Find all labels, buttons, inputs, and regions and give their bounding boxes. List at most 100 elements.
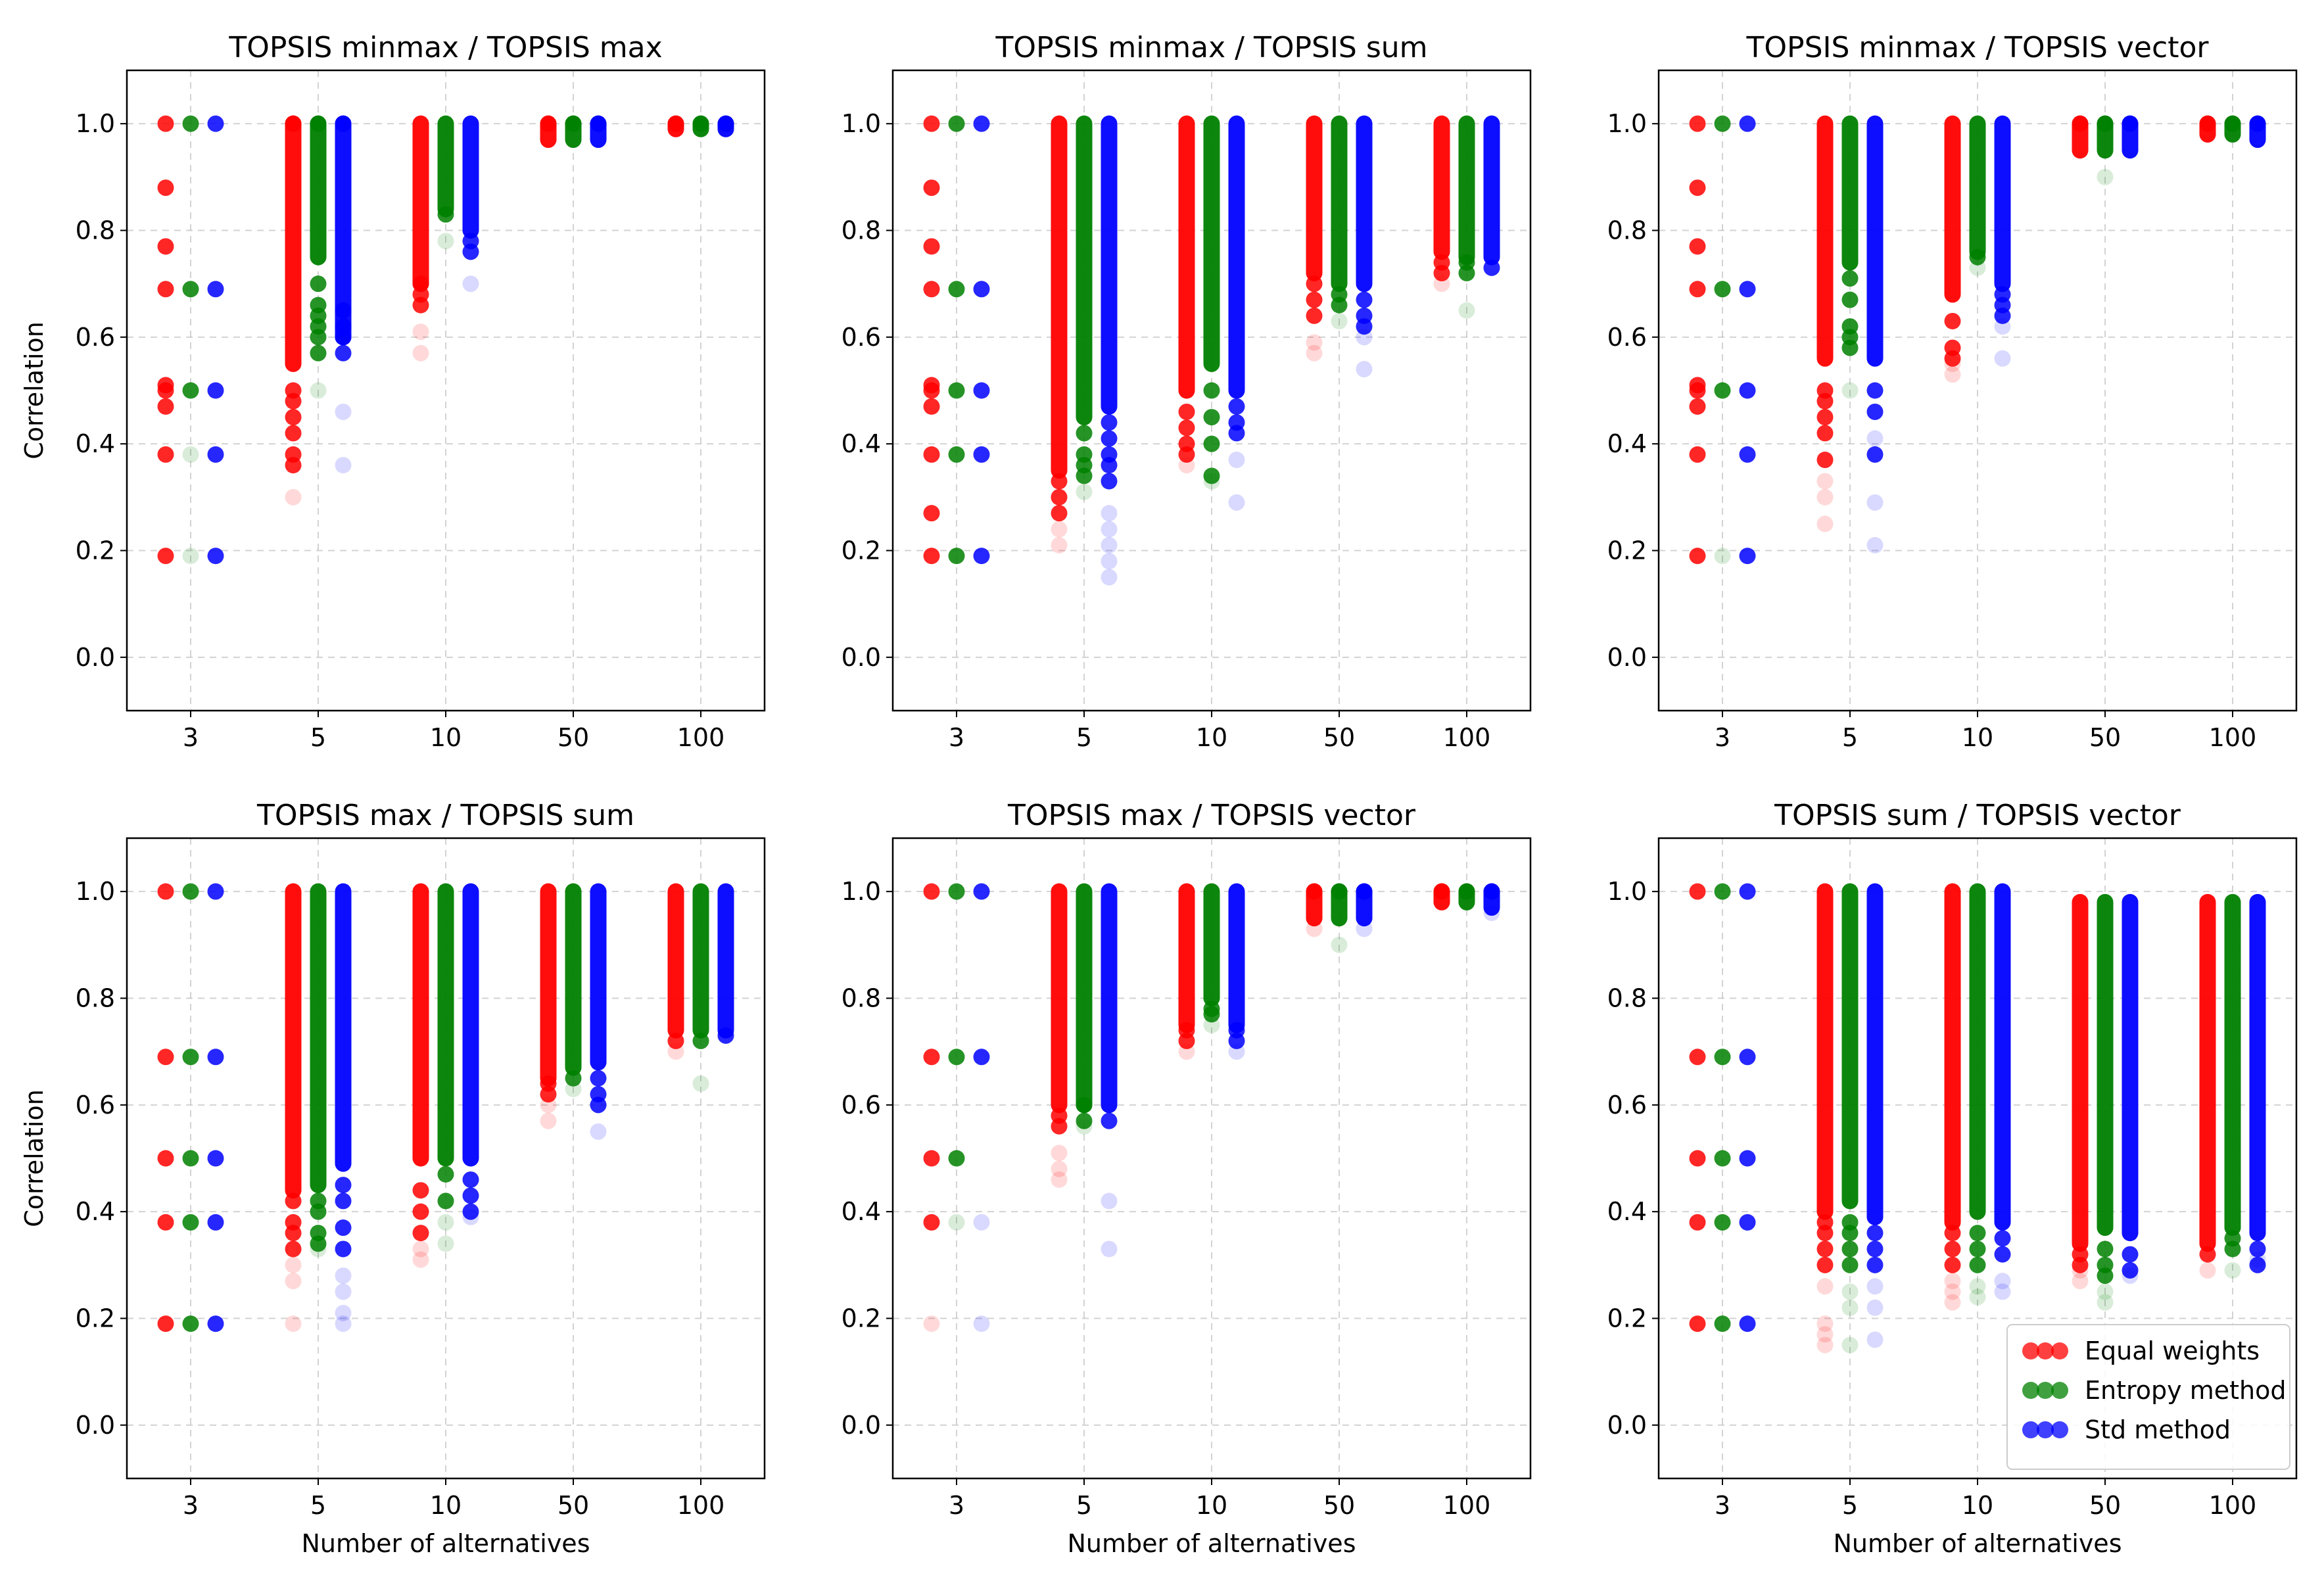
x-tick-label: 5 (1076, 1491, 1092, 1520)
data-point-faint (1714, 548, 1731, 565)
data-point (1689, 548, 1706, 565)
y-tick-label: 1.0 (76, 877, 115, 906)
data-point (310, 296, 327, 314)
data-point (182, 1150, 199, 1167)
legend-label: Equal weights (2085, 1336, 2260, 1365)
point-band (1841, 115, 1859, 271)
point-band (2097, 893, 2114, 1237)
point-band (1458, 115, 1475, 266)
x-tick-label: 5 (1842, 1491, 1858, 1520)
data-point-faint (2097, 168, 2114, 185)
y-tick-label: 0.2 (1607, 536, 1647, 565)
chart-panel-4: 0.0 0.2 0.4 0.6 0.8 1.0 3 5 10 50 100 TOPSIS max / … (20, 799, 766, 1558)
y-tick-label: 0.8 (76, 984, 115, 1013)
data-point (973, 281, 990, 298)
x-tick-label: 100 (2209, 723, 2257, 752)
data-point (1051, 488, 1068, 506)
data-point-faint (1816, 473, 1834, 490)
data-point-faint (412, 323, 429, 341)
y-axis-label: Correlation (20, 1089, 49, 1227)
data-point-faint (1944, 355, 1961, 372)
x-tick-label: 50 (557, 1491, 589, 1520)
point-band (285, 883, 302, 1199)
data-point (948, 883, 965, 900)
data-point (1714, 382, 1731, 399)
data-point (2097, 115, 2114, 132)
data-point (692, 1032, 709, 1049)
series-equal (923, 883, 1450, 1333)
data-point-faint (310, 1240, 327, 1258)
x-tick-label: 5 (310, 1491, 326, 1520)
point-band (1816, 115, 1834, 367)
data-point-faint (437, 1235, 454, 1252)
data-point (2072, 115, 2089, 132)
chart-title: TOPSIS minmax / TOPSIS max (228, 31, 662, 64)
point-band (285, 115, 302, 372)
x-tick-label: 50 (1323, 723, 1355, 752)
data-point (1101, 446, 1118, 463)
data-point-faint (285, 1273, 302, 1290)
data-point-faint (973, 1214, 990, 1231)
data-point (1841, 291, 1859, 308)
axes-frame (1657, 837, 2298, 1480)
data-point (310, 1192, 327, 1210)
series-equal (923, 115, 1450, 565)
data-point (1076, 1112, 1093, 1129)
data-point (1739, 382, 1756, 399)
legend-marker (2051, 1421, 2068, 1438)
data-point (1969, 1240, 1986, 1258)
data-point-faint (540, 1112, 557, 1129)
data-point (157, 1150, 174, 1167)
data-layer (923, 115, 1500, 586)
data-point (1689, 115, 1706, 132)
data-point-faint (437, 1214, 454, 1231)
data-point-faint (590, 1123, 607, 1140)
data-point-faint (1816, 1278, 1834, 1295)
x-tick-label: 100 (1443, 1491, 1491, 1520)
point-band (1944, 883, 1961, 1231)
data-point (157, 1315, 174, 1333)
data-point (1689, 1150, 1706, 1167)
data-point-faint (2072, 1273, 2089, 1290)
data-point (923, 179, 940, 197)
data-point (1816, 409, 1834, 426)
chart-panel-5: 0.0 0.2 0.4 0.6 0.8 1.0 3 5 10 50 100 TOPSIS max / … (842, 799, 1532, 1558)
data-point (182, 1214, 199, 1231)
y-tick-label: 0.0 (76, 1411, 115, 1440)
point-band (667, 883, 684, 1039)
data-point (285, 115, 302, 132)
y-tick-label: 0.6 (76, 1091, 115, 1120)
y-tick-label: 0.4 (76, 1197, 115, 1226)
data-point (923, 1049, 940, 1066)
series-entropy (182, 883, 709, 1333)
data-point-faint (565, 1080, 582, 1097)
data-point (923, 115, 940, 132)
data-point (590, 1070, 607, 1087)
data-point (1051, 505, 1068, 522)
data-point (1866, 382, 1884, 399)
point-band (1203, 883, 1220, 1006)
data-point (182, 883, 199, 900)
x-tick-label: 3 (1715, 723, 1730, 752)
data-point-faint (1101, 1192, 1118, 1210)
data-point (1228, 1022, 1245, 1039)
data-point (2249, 115, 2266, 132)
data-point (1203, 467, 1220, 484)
chart-title: TOPSIS max / TOPSIS sum (256, 799, 634, 832)
data-point-faint (437, 233, 454, 250)
series-entropy (1714, 883, 2241, 1354)
x-tick-label: 3 (949, 723, 964, 752)
data-point (923, 883, 940, 900)
x-tick-label: 50 (1323, 1491, 1355, 1520)
x-tick-label: 100 (1443, 723, 1491, 752)
y-tick-label: 0.8 (1607, 216, 1647, 245)
data-point (2097, 1256, 2114, 1273)
data-point-faint (335, 1315, 352, 1333)
point-band (462, 115, 479, 239)
data-point (1816, 1256, 1834, 1273)
data-point-faint (335, 403, 352, 420)
data-point (1714, 281, 1731, 298)
data-point (1944, 1256, 1961, 1273)
y-tick-label: 0.4 (1607, 429, 1647, 458)
axes-frame (1657, 69, 2298, 712)
